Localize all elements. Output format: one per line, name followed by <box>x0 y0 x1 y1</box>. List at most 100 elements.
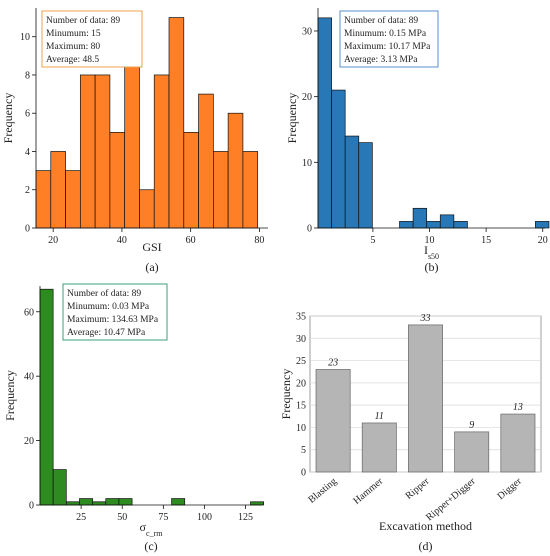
category-bar <box>500 413 536 473</box>
histogram-bar <box>109 131 126 229</box>
category-bar <box>408 324 443 473</box>
stats-line: Minumum: 0.03 MPa <box>67 302 150 312</box>
x-tick-label: 50 <box>117 512 127 523</box>
panel-caption: (d) <box>419 539 433 553</box>
y-tick-label: 6 <box>25 109 30 120</box>
stats-box <box>339 10 439 68</box>
y-tick-label: 5 <box>301 445 306 456</box>
x-tick-label: 15 <box>481 235 491 246</box>
histogram-bar <box>183 131 199 229</box>
panel-c: 25 50 75 100 1250204060σc_rmFrequencyNumber … <box>3 283 264 553</box>
x-tick-label: 20 <box>538 235 548 246</box>
y-tick-label: 40 <box>24 372 34 383</box>
y-tick-label: 35 <box>296 312 306 323</box>
histogram-bar <box>250 501 264 506</box>
y-tick-label: 2 <box>25 185 30 196</box>
histogram-bar <box>171 498 186 506</box>
stats-box <box>41 10 143 68</box>
x-tick-label: Ripper <box>404 475 432 501</box>
histogram-bar <box>52 469 67 506</box>
y-tick-label: 20 <box>24 436 34 447</box>
stats-line: Average: 48.5 <box>46 55 99 65</box>
y-tick-label: 30 <box>302 26 312 37</box>
bar-value-label: 23 <box>328 357 338 368</box>
panel-caption: (b) <box>425 260 439 274</box>
x-axis-title: GSI <box>142 240 161 254</box>
bar-value-label: 9 <box>469 420 474 431</box>
histogram-bar <box>535 221 550 229</box>
x-tick-label: Blasting <box>306 476 339 506</box>
x-tick-label: Ripper+Digger <box>424 475 478 523</box>
histogram-bar <box>39 288 54 506</box>
histogram-bar <box>213 151 229 229</box>
y-axis-title: Frequency <box>279 369 293 420</box>
y-tick-label: 30 <box>296 334 306 345</box>
y-tick-label: 4 <box>25 147 30 158</box>
category-bar <box>361 422 397 473</box>
histogram-bar <box>412 207 428 229</box>
x-tick-label: 5 <box>370 235 375 246</box>
histogram-bar <box>65 501 80 506</box>
y-tick-label: 60 <box>24 307 34 318</box>
x-tick-label: 75 <box>158 512 168 523</box>
bar-value-label: 11 <box>375 411 384 422</box>
y-tick-label: 8 <box>25 70 30 81</box>
y-tick-label: 10 <box>20 32 30 43</box>
histogram-bar <box>198 93 214 229</box>
histogram-bar <box>153 74 170 229</box>
stats-line: Average: 10.47 MPa <box>67 328 146 338</box>
x-axis-title: Excavation method <box>379 519 472 533</box>
stats-line: Maximum: 10.17 MPa <box>344 42 431 52</box>
bar-value-label: 13 <box>513 402 523 413</box>
y-tick-label: 10 <box>296 423 306 434</box>
stats-line: Minumum: 0.15 MPa <box>344 29 427 39</box>
panel-d: 0 5 10 15 20 25 30 35 23 Blasting 11 Hammer 33 Ripper… <box>279 312 542 553</box>
histogram-bar <box>79 74 96 229</box>
stats-line: Number of data: 89 <box>67 288 141 299</box>
y-tick-label: 20 <box>296 378 306 389</box>
y-tick-label: 20 <box>302 92 312 103</box>
bar-value-label: 33 <box>420 313 431 324</box>
histogram-bar <box>65 170 81 229</box>
y-axis-title: Frequency <box>3 370 17 421</box>
histogram-bar <box>453 221 468 229</box>
x-tick-label: Digger <box>495 475 524 502</box>
x-tick-label: Hammer <box>351 475 385 506</box>
stats-line: Number of data: 89 <box>344 15 418 26</box>
stats-line: Average: 3.13 MPa <box>344 55 418 65</box>
y-tick-label: 25 <box>296 356 306 367</box>
category-bar <box>454 431 490 473</box>
histogram-bar <box>105 498 120 506</box>
x-axis-title-subscript: c_rm <box>146 529 163 538</box>
panel-caption: (c) <box>144 539 157 553</box>
histogram-bar <box>50 151 66 229</box>
x-tick-label: 10 <box>425 235 435 246</box>
panel-caption: (a) <box>145 260 158 274</box>
y-tick-label: 0 <box>301 468 306 479</box>
x-tick-label: 40 <box>117 235 127 246</box>
histogram-bar <box>242 151 259 229</box>
histogram-bar <box>35 170 52 229</box>
x-tick-label: 100 <box>197 512 212 523</box>
histogram-bar <box>79 498 93 506</box>
y-axis-title: Frequency <box>285 93 299 144</box>
histogram-bar <box>331 89 346 229</box>
y-tick-label: 0 <box>29 501 34 512</box>
histogram-bar <box>399 221 414 229</box>
histogram-bar <box>92 501 107 506</box>
histogram-bar <box>118 498 133 506</box>
x-tick-label: 125 <box>238 512 253 523</box>
x-tick-label: 20 <box>48 235 58 246</box>
y-tick-label: 0 <box>307 224 312 235</box>
histogram-bar <box>439 214 455 229</box>
histogram-bar <box>227 112 244 229</box>
histogram-bar <box>317 17 332 229</box>
x-tick-label: 80 <box>254 235 264 246</box>
histogram-bar <box>358 142 373 229</box>
y-tick-label: 15 <box>296 401 306 412</box>
panel-a: 20 40 60 80 0 2 4 6 8 10 GSI Frequency Number of dat… <box>1 8 268 274</box>
histogram-bar <box>426 221 441 229</box>
histogram-bar <box>139 189 155 229</box>
x-tick-label: 25 <box>76 512 86 523</box>
